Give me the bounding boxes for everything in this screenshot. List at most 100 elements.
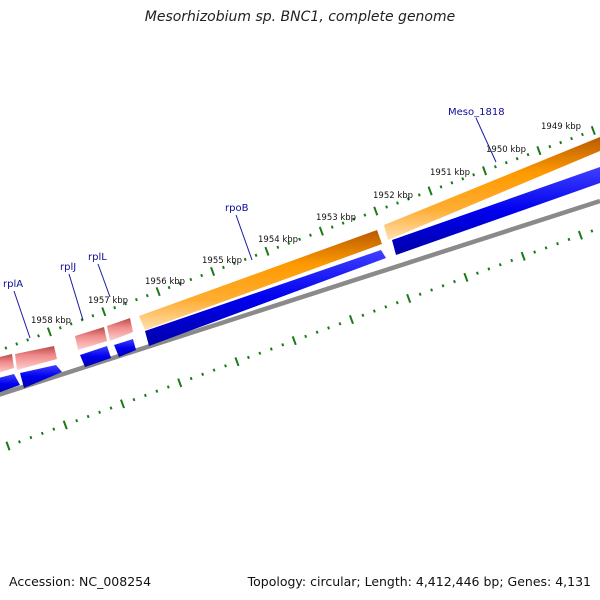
major-tick — [590, 125, 596, 136]
minor-tick — [69, 322, 73, 326]
minor-tick — [224, 364, 227, 368]
major-tick — [119, 399, 125, 409]
major-tick — [406, 293, 412, 304]
minor-tick — [453, 279, 456, 284]
reverse-cds-feature[interactable] — [114, 339, 136, 357]
minor-tick — [132, 397, 136, 402]
minor-tick — [341, 221, 345, 225]
minor-tick — [570, 136, 573, 141]
major-tick — [291, 336, 297, 346]
minor-tick — [472, 173, 476, 177]
minor-tick — [487, 267, 491, 271]
map-title: Mesorhizobium sp. BNC1, complete genome — [144, 9, 456, 25]
gene-label-leaders — [13, 117, 497, 339]
minor-tick — [134, 297, 138, 302]
minor-tick — [395, 301, 399, 305]
minor-tick — [281, 343, 285, 347]
minor-tick — [109, 406, 113, 410]
major-tick — [318, 226, 324, 236]
minor-tick — [155, 389, 159, 393]
minor-tick — [581, 132, 584, 137]
major-tick — [463, 272, 469, 282]
forward-rrna-feature[interactable] — [107, 318, 133, 341]
minor-tick — [418, 292, 422, 296]
minor-tick — [189, 376, 193, 381]
minor-tick — [352, 217, 356, 221]
major-tick — [482, 166, 488, 176]
minor-tick — [504, 161, 508, 165]
minor-tick — [417, 193, 421, 197]
major-tick — [427, 186, 433, 196]
minor-tick — [372, 309, 376, 313]
major-tick — [536, 146, 542, 156]
minor-tick — [396, 201, 399, 205]
minor-tick — [559, 140, 563, 145]
major-tick — [373, 206, 379, 216]
forward-rrna-feature[interactable] — [15, 346, 57, 370]
major-tick — [46, 327, 52, 337]
minor-tick — [439, 185, 443, 189]
minor-tick — [178, 281, 182, 286]
kbp-label: 1952 kbp — [373, 191, 413, 201]
minor-tick — [385, 205, 389, 209]
genome-backbone — [0, 198, 600, 397]
minor-tick — [567, 237, 571, 242]
minor-tick — [498, 263, 502, 267]
forward-rrna-feature[interactable] — [75, 327, 107, 350]
minor-tick — [269, 347, 273, 351]
minor-tick — [98, 410, 102, 414]
minor-tick — [363, 213, 367, 217]
inner-tick-ring — [5, 229, 594, 451]
minor-tick — [590, 229, 594, 233]
gene-label-meso-1818[interactable]: Meso_1818 — [448, 107, 505, 118]
reverse-cds-feature[interactable] — [145, 250, 386, 346]
reverse-cds-feature[interactable] — [0, 374, 20, 394]
reverse-cds-feature[interactable] — [80, 346, 111, 367]
minor-tick — [327, 326, 330, 330]
minor-tick — [52, 427, 56, 431]
minor-tick — [258, 351, 262, 355]
forward-rrna-feature[interactable] — [0, 354, 14, 374]
minor-tick — [338, 322, 342, 326]
minor-tick — [40, 431, 44, 436]
minor-tick — [441, 284, 445, 288]
minor-tick — [515, 157, 519, 161]
outer-tick-ring — [4, 125, 596, 350]
major-tick — [348, 314, 354, 325]
minor-tick — [533, 250, 537, 254]
reverse-cds-feature[interactable] — [392, 167, 600, 255]
minor-tick — [15, 342, 19, 346]
minor-tick — [201, 372, 205, 376]
minor-tick — [304, 334, 308, 339]
minor-tick — [166, 385, 170, 389]
minor-tick — [330, 225, 334, 229]
minor-tick — [4, 346, 8, 350]
minor-tick — [475, 271, 479, 275]
minor-tick — [450, 181, 454, 185]
forward-cds-feature[interactable] — [139, 230, 382, 330]
gene-label-rpll[interactable]: rplL — [88, 252, 107, 263]
minor-tick — [493, 165, 497, 169]
minor-tick — [287, 241, 291, 245]
minor-tick — [232, 261, 236, 266]
minor-tick — [309, 233, 312, 237]
gene-label-rplj[interactable]: rplJ — [60, 262, 76, 273]
gene-labels: Meso_1818 rpoB rplL rplJ rplA — [3, 107, 505, 290]
gene-label-rpob[interactable]: rpoB — [225, 203, 249, 214]
major-tick — [210, 266, 216, 277]
kbp-label: 1956 kbp — [145, 277, 185, 287]
kbp-label: 1958 kbp — [31, 316, 71, 326]
minor-tick — [167, 285, 171, 290]
gene-label-rpla[interactable]: rplA — [3, 279, 23, 290]
minor-tick — [143, 393, 147, 398]
major-tick — [264, 246, 270, 256]
minor-tick — [58, 326, 62, 330]
kbp-label: 1955 kbp — [202, 256, 242, 266]
minor-tick — [212, 368, 216, 372]
reverse-cds-feature[interactable] — [20, 365, 62, 388]
major-tick — [177, 378, 183, 388]
minor-tick — [526, 152, 530, 157]
forward-cds-feature[interactable] — [384, 137, 600, 240]
minor-tick — [510, 258, 514, 263]
